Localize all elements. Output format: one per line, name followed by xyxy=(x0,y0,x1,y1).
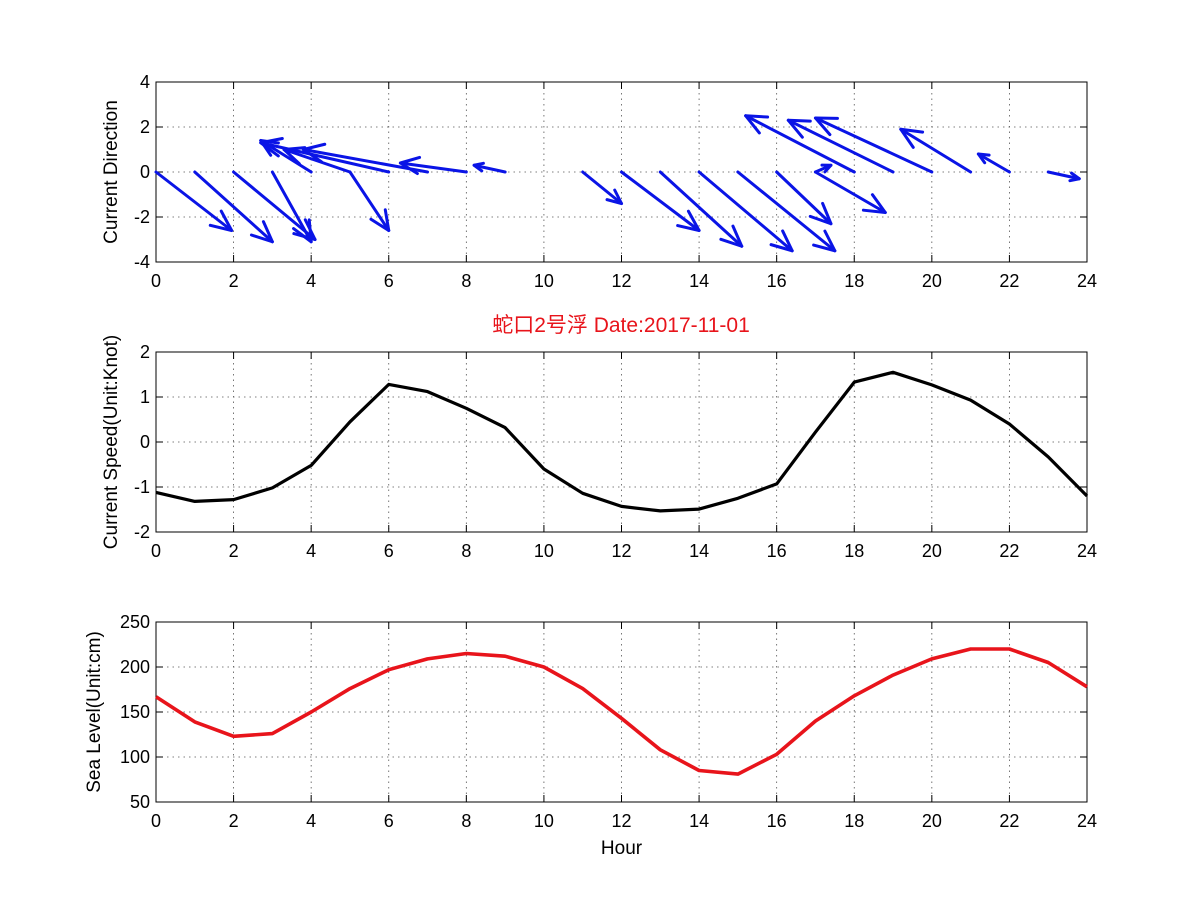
y-tick-label: 250 xyxy=(120,612,150,632)
x-tick-label: 16 xyxy=(767,271,787,291)
current-arrow xyxy=(786,118,895,174)
x-tick-label: 14 xyxy=(689,541,709,561)
current-arrow xyxy=(736,170,837,253)
x-tick-label: 6 xyxy=(384,811,394,831)
x-tick-label: 6 xyxy=(384,541,394,561)
x-tick-label: 24 xyxy=(1077,271,1097,291)
current-arrow xyxy=(581,170,623,205)
series-line xyxy=(155,370,1089,513)
x-tick-label: 2 xyxy=(229,811,239,831)
y-axis-label: Current Speed(Unit:Knot) xyxy=(101,335,122,549)
x-tick-label: 22 xyxy=(999,811,1019,831)
x-tick-label: 14 xyxy=(689,271,709,291)
x-tick-label: 4 xyxy=(306,811,316,831)
x-tick-label: 10 xyxy=(534,811,554,831)
y-tick-label: -4 xyxy=(134,252,150,272)
y-tick-label: 1 xyxy=(140,387,150,407)
x-tick-label: 18 xyxy=(844,811,864,831)
current-arrow xyxy=(154,170,234,232)
y-tick-label: 200 xyxy=(120,657,150,677)
current-arrow xyxy=(270,170,313,244)
y-tick-label: 4 xyxy=(140,72,150,92)
x-tick-label: 10 xyxy=(534,271,554,291)
x-tick-label: 4 xyxy=(306,541,316,561)
x-tick-label: 12 xyxy=(611,541,631,561)
y-tick-label: 2 xyxy=(140,117,150,137)
current-arrow xyxy=(259,136,391,174)
current-arrow xyxy=(697,170,794,253)
current-arrow xyxy=(620,170,701,232)
x-tick-label: 8 xyxy=(461,271,471,291)
x-tick-label: 8 xyxy=(461,541,471,561)
x-tick-label: 8 xyxy=(461,811,471,831)
x-tick-label: 16 xyxy=(767,811,787,831)
current-arrow xyxy=(813,116,934,174)
y-tick-label: 0 xyxy=(140,432,150,452)
current-arrow xyxy=(1046,170,1081,183)
current-arrow xyxy=(976,152,1011,174)
y-tick-label: 50 xyxy=(130,792,150,812)
x-tick-label: 24 xyxy=(1077,541,1097,561)
x-tick-label: 12 xyxy=(611,811,631,831)
y-axis-label: Sea Level(Unit:cm) xyxy=(84,631,105,793)
x-tick-label: 2 xyxy=(229,271,239,291)
current-arrow xyxy=(775,170,833,226)
current-arrow xyxy=(348,170,391,232)
current-arrow xyxy=(658,170,744,248)
current-arrow xyxy=(813,163,833,174)
current-arrow xyxy=(472,161,507,174)
x-tick-label: 20 xyxy=(922,541,942,561)
current-arrow xyxy=(193,170,274,244)
x-tick-label: 18 xyxy=(844,541,864,561)
x-tick-label: 4 xyxy=(306,271,316,291)
x-tick-label: 0 xyxy=(151,271,161,291)
x-tick-label: 10 xyxy=(534,541,554,561)
current-arrow xyxy=(398,155,468,176)
current-arrow xyxy=(899,127,973,174)
y-tick-label: 100 xyxy=(120,747,150,767)
x-tick-label: 12 xyxy=(611,271,631,291)
x-tick-label: 18 xyxy=(844,271,864,291)
y-tick-label: 2 xyxy=(140,342,150,362)
x-tick-label: 20 xyxy=(922,811,942,831)
axes-frame xyxy=(155,621,1088,803)
x-tick-label: 20 xyxy=(922,271,942,291)
x-tick-label: 22 xyxy=(999,541,1019,561)
figure-title: 蛇口2号浮 Date:2017-11-01 xyxy=(492,314,750,337)
y-tick-label: 0 xyxy=(140,162,150,182)
x-tick-label: 16 xyxy=(767,541,787,561)
x-tick-label: 24 xyxy=(1077,811,1097,831)
y-tick-label: 150 xyxy=(120,702,150,722)
x-tick-label: 2 xyxy=(229,541,239,561)
x-tick-label: 6 xyxy=(384,271,394,291)
y-tick-label: -1 xyxy=(134,477,150,497)
x-axis-label: Hour xyxy=(601,838,643,859)
current-arrow xyxy=(744,114,856,174)
x-tick-label: 22 xyxy=(999,271,1019,291)
x-tick-label: 0 xyxy=(151,811,161,831)
y-axis-label: Current Direction xyxy=(101,100,122,244)
current-arrow xyxy=(813,170,887,214)
x-tick-label: 0 xyxy=(151,541,161,561)
series-line xyxy=(155,647,1088,776)
x-tick-label: 14 xyxy=(689,811,709,831)
y-tick-label: -2 xyxy=(134,207,150,227)
y-tick-label: -2 xyxy=(134,522,150,542)
